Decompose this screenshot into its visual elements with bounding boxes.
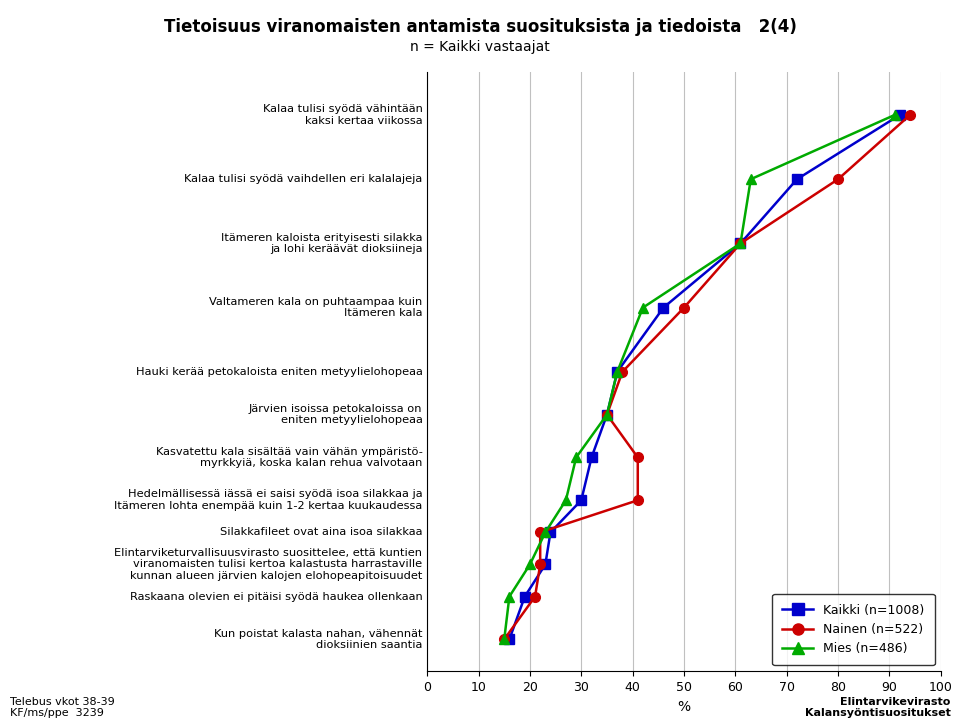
Text: Itämeren kaloista erityisesti silakka
ja lohi keräävät dioksiineja: Itämeren kaloista erityisesti silakka ja… — [221, 232, 422, 254]
X-axis label: %: % — [678, 700, 690, 714]
Text: Telebus vkot 38-39
KF/ms/ppe  3239: Telebus vkot 38-39 KF/ms/ppe 3239 — [10, 697, 114, 718]
Text: Silakkafileet ovat aina isoa silakkaa: Silakkafileet ovat aina isoa silakkaa — [220, 527, 422, 537]
Text: Kalaa tulisi syödä vähintään
kaksi kertaa viikossa: Kalaa tulisi syödä vähintään kaksi kerta… — [262, 104, 422, 126]
Text: Hauki kerää petokaloista eniten metyylielohopeaa: Hauki kerää petokaloista eniten metyylie… — [135, 367, 422, 377]
Text: Elintarviketurvallisuusvirasto suosittelee, että kuntien
viranomaisten tulisi ke: Elintarviketurvallisuusvirasto suosittel… — [114, 548, 422, 581]
Text: n = Kaikki vastaajat: n = Kaikki vastaajat — [410, 40, 550, 53]
Text: Kun poistat kalasta nahan, vähennät
dioksiinien saantia: Kun poistat kalasta nahan, vähennät diok… — [214, 629, 422, 650]
Text: Kalaa tulisi syödä vaihdellen eri kalalajeja: Kalaa tulisi syödä vaihdellen eri kalala… — [184, 174, 422, 184]
Legend: Kaikki (n=1008), Nainen (n=522), Mies (n=486): Kaikki (n=1008), Nainen (n=522), Mies (n… — [772, 593, 934, 665]
Text: Hedelmällisessä iässä ei saisi syödä isoa silakkaa ja
Itämeren lohta enempää kui: Hedelmällisessä iässä ei saisi syödä iso… — [114, 490, 422, 511]
Text: Raskaana olevien ei pitäisi syödä haukea ollenkaan: Raskaana olevien ei pitäisi syödä haukea… — [130, 591, 422, 601]
Text: Elintarvikevirasto
Kalansyöntisuositukset: Elintarvikevirasto Kalansyöntisuositukse… — [804, 697, 950, 718]
Text: Tietoisuus viranomaisten antamista suosituksista ja tiedoista   2(4): Tietoisuus viranomaisten antamista suosi… — [163, 18, 797, 36]
Text: Järvien isoissa petokaloissa on
eniten metyylielohopeaa: Järvien isoissa petokaloissa on eniten m… — [249, 404, 422, 425]
Text: Kasvatettu kala sisältää vain vähän ympäristö-
myrkkyiä, koska kalan rehua valvo: Kasvatettu kala sisältää vain vähän ympä… — [156, 447, 422, 469]
Text: Valtameren kala on puhtaampaa kuin
Itämeren kala: Valtameren kala on puhtaampaa kuin Itäme… — [209, 297, 422, 318]
